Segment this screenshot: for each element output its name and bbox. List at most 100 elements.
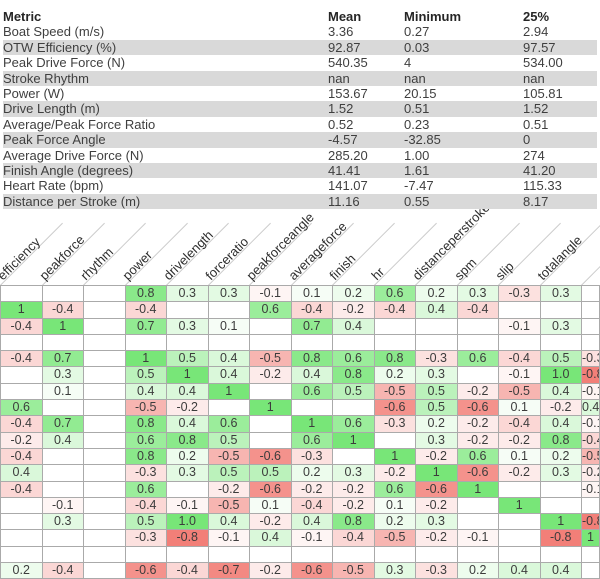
corr-cell: -0.4 bbox=[42, 302, 84, 318]
corr-row: 0.10.40.410.60.5-0.50.5-0.2-0.50.4-0.1 bbox=[1, 383, 600, 399]
corr-cell bbox=[540, 302, 582, 318]
corr-cell bbox=[416, 334, 458, 350]
p25-cell: 1.52 bbox=[523, 101, 597, 116]
corr-cell: 1 bbox=[291, 416, 333, 432]
p25-cell: 274 bbox=[523, 148, 597, 163]
summary-col-minimum: Minimum bbox=[404, 9, 523, 24]
corr-column-label: power bbox=[119, 247, 155, 283]
corr-cell: 0.8 bbox=[167, 432, 209, 448]
corr-cell: -0.4 bbox=[125, 497, 167, 513]
corr-cell: -0.2 bbox=[416, 530, 458, 546]
corr-cell: -0.2 bbox=[540, 400, 582, 416]
minimum-cell: -7.47 bbox=[404, 178, 523, 193]
p25-cell: 41.20 bbox=[523, 163, 597, 178]
corr-cell: -0.4 bbox=[582, 432, 600, 448]
corr-cell: 0.8 bbox=[333, 367, 375, 383]
corr-cell bbox=[1, 367, 43, 383]
corr-cell: 0.3 bbox=[540, 286, 582, 302]
corr-cell: -0.2 bbox=[457, 432, 499, 448]
corr-cell bbox=[499, 334, 541, 350]
corr-cell bbox=[208, 400, 250, 416]
corr-cell: 0.6 bbox=[333, 351, 375, 367]
corr-cell: -0.2 bbox=[1, 432, 43, 448]
corr-cell: 0.4 bbox=[291, 367, 333, 383]
corr-cell: -0.6 bbox=[291, 563, 333, 579]
corr-cell: 0.4 bbox=[540, 563, 582, 579]
corr-cell bbox=[84, 497, 126, 513]
corr-cell: 0.5 bbox=[540, 351, 582, 367]
corr-cell: 0.5 bbox=[208, 465, 250, 481]
corr-cell bbox=[84, 318, 126, 334]
corr-cell bbox=[84, 383, 126, 399]
corr-cell bbox=[250, 318, 292, 334]
minimum-cell: 4 bbox=[404, 55, 523, 70]
corr-cell: -0.6 bbox=[457, 400, 499, 416]
corr-cell: -0.5 bbox=[374, 383, 416, 399]
p25-cell: 115.33 bbox=[523, 178, 597, 193]
corr-cell: -0.2 bbox=[250, 514, 292, 530]
corr-cell bbox=[582, 546, 600, 562]
p25-cell: 0 bbox=[523, 132, 597, 147]
corr-cell bbox=[1, 514, 43, 530]
corr-cell: 0.7 bbox=[291, 318, 333, 334]
corr-cell: -0.1 bbox=[250, 286, 292, 302]
corr-cell: -0.2 bbox=[333, 497, 375, 513]
corr-cell: 0.5 bbox=[167, 351, 209, 367]
corr-cell bbox=[42, 448, 84, 464]
corr-cell: 1 bbox=[42, 318, 84, 334]
corr-cell: 0.5 bbox=[333, 383, 375, 399]
corr-cell: -0.4 bbox=[1, 318, 43, 334]
p25-cell: 97.57 bbox=[523, 40, 597, 55]
corr-cell: -0.2 bbox=[457, 416, 499, 432]
corr-cell bbox=[84, 563, 126, 579]
corr-cell: -0.2 bbox=[499, 465, 541, 481]
corr-cell bbox=[84, 302, 126, 318]
corr-cell bbox=[374, 318, 416, 334]
corr-cell: 0.1 bbox=[374, 497, 416, 513]
corr-cell: 0.6 bbox=[374, 286, 416, 302]
corr-cell bbox=[499, 530, 541, 546]
mean-cell: -4.57 bbox=[328, 132, 404, 147]
corr-cell: 0.7 bbox=[125, 318, 167, 334]
corr-cell: 0.4 bbox=[582, 400, 600, 416]
corr-cell: 0.2 bbox=[291, 465, 333, 481]
corr-cell: -0.3 bbox=[416, 351, 458, 367]
corr-cell bbox=[499, 481, 541, 497]
corr-cell bbox=[457, 546, 499, 562]
corr-cell bbox=[1, 530, 43, 546]
corr-cell bbox=[84, 448, 126, 464]
corr-cell: 0.5 bbox=[125, 514, 167, 530]
corr-cell: 0.4 bbox=[208, 367, 250, 383]
corr-cell: 1 bbox=[208, 383, 250, 399]
corr-cell: 0.6 bbox=[291, 432, 333, 448]
mean-cell: 141.07 bbox=[328, 178, 404, 193]
corr-cell: 0.4 bbox=[167, 383, 209, 399]
corr-cell bbox=[84, 367, 126, 383]
corr-cell: -0.5 bbox=[582, 448, 600, 464]
minimum-cell: 1.00 bbox=[404, 148, 523, 163]
corr-cell: -0.8 bbox=[582, 367, 600, 383]
corr-cell: -0.2 bbox=[374, 465, 416, 481]
summary-col-25pct: 25% bbox=[523, 9, 597, 24]
summary-col-metric: Metric bbox=[3, 9, 328, 24]
mean-cell: nan bbox=[328, 71, 404, 86]
corr-cell: 0.1 bbox=[291, 286, 333, 302]
corr-cell: -0.3 bbox=[125, 530, 167, 546]
metric-name-cell: Boat Speed (m/s) bbox=[3, 24, 328, 39]
corr-cell: 0.4 bbox=[208, 351, 250, 367]
mean-cell: 1.52 bbox=[328, 101, 404, 116]
corr-cell: 0.6 bbox=[374, 481, 416, 497]
corr-column-label: finish bbox=[326, 251, 358, 283]
corr-cell: 0.4 bbox=[540, 383, 582, 399]
corr-cell: 0.5 bbox=[416, 400, 458, 416]
corr-column-label: spm bbox=[451, 255, 479, 283]
corr-cell: -0.7 bbox=[208, 563, 250, 579]
corr-cell: 0.1 bbox=[499, 448, 541, 464]
